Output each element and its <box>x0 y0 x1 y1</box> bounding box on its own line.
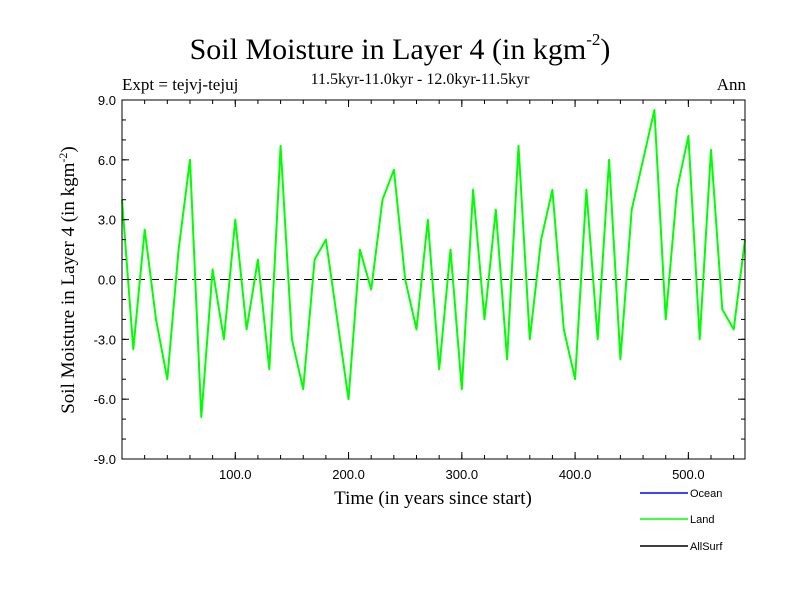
legend: Ocean Land AllSurf <box>640 488 723 553</box>
y-tick-label: 6.0 <box>98 153 116 168</box>
legend-label-allsurf: AllSurf <box>690 541 723 553</box>
y-tick-label: -6.0 <box>94 392 116 407</box>
y-tick-label: 9.0 <box>98 93 116 108</box>
chart-title: Soil Moisture in Layer 4 (in kgm-2) <box>189 30 611 66</box>
series-line-land <box>121 109 746 419</box>
x-axis-label: Time (in years since start) <box>334 488 532 509</box>
x-tick-label: 200.0 <box>332 467 365 482</box>
x-tick-label: 100.0 <box>219 467 252 482</box>
chart-subtitle: 11.5kyr-11.0kyr - 12.0kyr-11.5kyr <box>310 71 530 88</box>
y-tick-label: -3.0 <box>94 332 116 347</box>
x-tick-label: 400.0 <box>559 467 592 482</box>
plot-area <box>121 109 746 419</box>
x-tick-label: 300.0 <box>446 467 479 482</box>
y-axis-label: Soil Moisture in Layer 4 (in kgm-2) <box>56 146 79 414</box>
y-tick-label: -9.0 <box>94 452 116 467</box>
y-tick-label: 3.0 <box>98 213 116 228</box>
experiment-label: Expt = tejvj-tejuj <box>122 75 239 94</box>
legend-label-ocean: Ocean <box>690 488 722 500</box>
x-tick-label: 500.0 <box>672 467 705 482</box>
legend-label-land: Land <box>690 514 714 526</box>
season-label: Ann <box>716 75 746 94</box>
y-tick-label: 0.0 <box>98 273 116 288</box>
axes: -9.0 -6.0 -3.0 0.0 3.0 6.0 9.0 100.0 200.0 300.0 4… <box>94 93 745 482</box>
